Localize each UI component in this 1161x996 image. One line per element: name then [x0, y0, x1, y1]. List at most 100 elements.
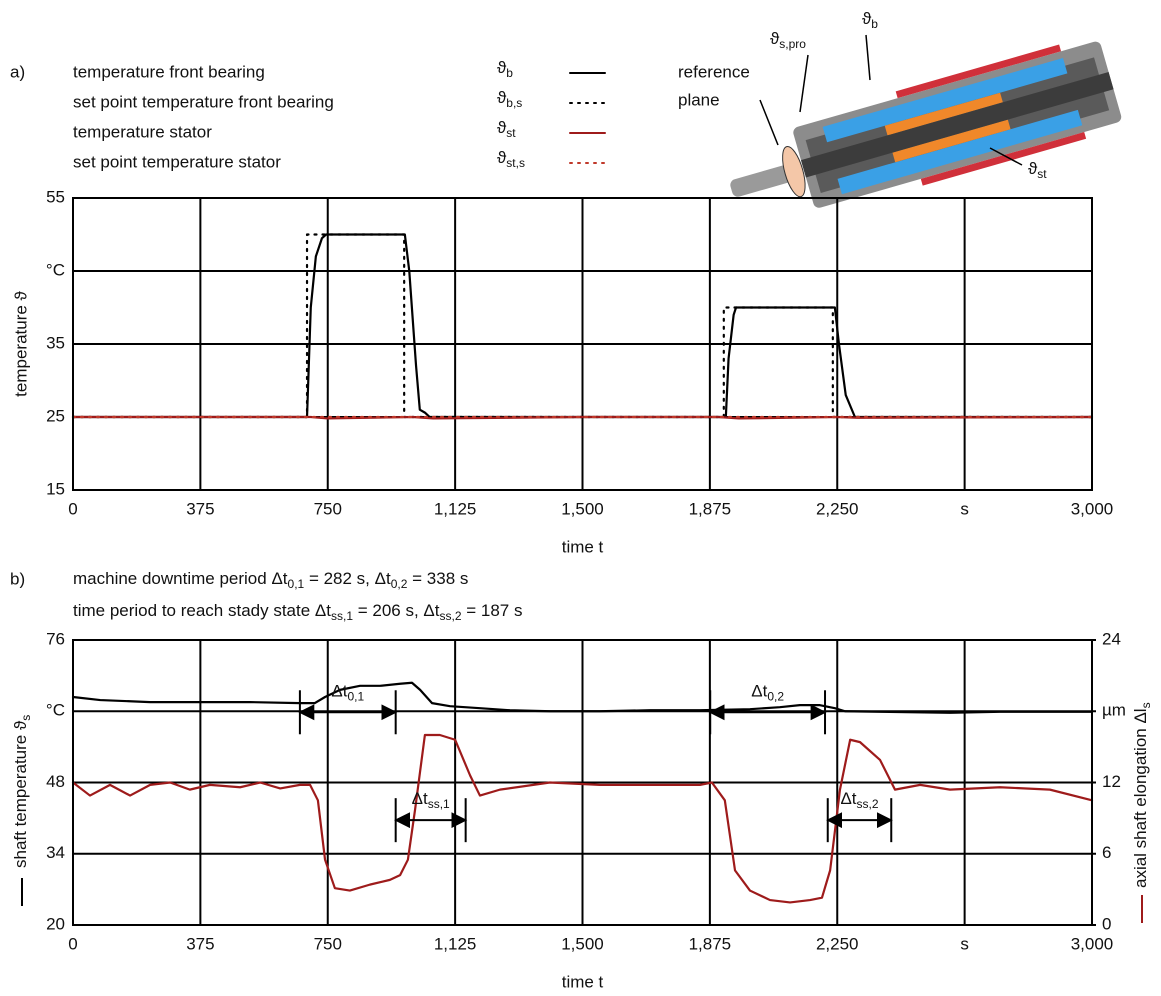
subscript: b,s	[506, 96, 522, 110]
illustration-label: reference	[678, 62, 750, 81]
leader-line	[989, 147, 1023, 166]
legend-label: temperature stator	[73, 122, 212, 141]
text-part: ϑ	[862, 9, 872, 28]
text-part: ϑ	[1028, 159, 1038, 178]
x-tick-label: s	[960, 934, 969, 953]
data-line	[71, 733, 1094, 904]
x-tick-label: 3,000	[1071, 499, 1114, 518]
x-tick-label: 0	[68, 934, 77, 953]
leader-line	[759, 99, 779, 146]
stator-top	[884, 92, 1003, 136]
legend-symbol: ϑb,s	[497, 88, 522, 110]
x-tick-label: 375	[186, 499, 214, 518]
x-axis-label: time t	[562, 537, 604, 556]
x-tick-label: 1,125	[434, 499, 477, 518]
subscript: s	[1139, 702, 1153, 708]
stator-bottom	[892, 119, 1011, 163]
spindle-illustration	[730, 41, 1122, 208]
text-part: ϑ	[497, 58, 507, 77]
illustration-label: ϑb	[862, 9, 878, 31]
subscript: st	[1037, 167, 1047, 181]
illustration-label: plane	[678, 90, 720, 109]
x-tick-label: 750	[314, 934, 342, 953]
text-part: = 187 s	[462, 601, 523, 620]
y2-tick-label: µm	[1102, 701, 1126, 720]
plot-frame	[72, 197, 1093, 491]
subscript: s,pro	[779, 37, 806, 51]
y-tick-label: 55	[46, 187, 65, 206]
y2-tick-label: 6	[1102, 843, 1111, 862]
panel-label: b)	[10, 569, 25, 588]
subscript: ss,1	[428, 797, 450, 811]
subscript: b	[871, 17, 878, 31]
subtitle: machine downtime period Δt0,1 = 282 s, Δ…	[73, 569, 468, 591]
reference-plane	[782, 145, 806, 198]
y2-tick-label: 24	[1102, 629, 1121, 648]
subscript: 0,1	[347, 689, 364, 703]
x-tick-label: 2,250	[816, 499, 859, 518]
y2-tick-label: 12	[1102, 772, 1121, 791]
text-part: Δt	[412, 790, 428, 809]
y2-tick-label: 0	[1102, 914, 1111, 933]
text-part: = 338 s	[407, 569, 468, 588]
subtitle: time period to reach stady state Δtss,1 …	[73, 601, 522, 623]
legend-label: set point temperature front bearing	[73, 92, 334, 111]
y2-axis-label: axial shaft elongation Δls	[1131, 702, 1153, 888]
text-part: machine downtime period Δt	[73, 569, 288, 588]
text-part: = 282 s, Δt	[304, 569, 391, 588]
text-part: time period to reach stady state Δt	[73, 601, 331, 620]
legend-symbol: ϑst	[497, 118, 516, 140]
text-part: Δt	[751, 682, 767, 701]
subscript: 0,2	[391, 577, 408, 591]
subscript: st	[506, 126, 516, 140]
annotation-label: Δtss,1	[412, 790, 450, 812]
bearing-top	[822, 58, 1068, 143]
subscript: ss,1	[331, 609, 353, 623]
y-tick-label: 76	[46, 629, 65, 648]
subscript: s	[19, 715, 33, 721]
text-part: ϑ	[497, 148, 507, 167]
subscript: 0,1	[288, 577, 305, 591]
leader-line	[799, 54, 809, 113]
annotation-label: Δtss,2	[840, 790, 878, 812]
shaft	[730, 162, 800, 197]
text-part: = 206 s, Δt	[353, 601, 440, 620]
y-tick-label: 48	[46, 772, 65, 791]
cooling-bottom	[920, 132, 1087, 186]
x-tick-label: 1,125	[434, 934, 477, 953]
rotor	[800, 71, 1114, 178]
x-tick-label: 1,875	[689, 499, 732, 518]
legend-label: temperature front bearing	[73, 62, 265, 81]
x-tick-label: 1,500	[561, 499, 604, 518]
text-part: ϑ	[497, 118, 507, 137]
x-tick-label: 1,500	[561, 934, 604, 953]
subscript: 0,2	[767, 689, 784, 703]
y-axis-label: temperature ϑ	[11, 290, 30, 396]
text-part: ϑ	[497, 88, 507, 107]
x-tick-label: 1,875	[689, 934, 732, 953]
y-tick-label: °C	[46, 260, 65, 279]
x-tick-label: s	[960, 499, 969, 518]
y-tick-label: 15	[46, 479, 65, 498]
bearing-bottom	[837, 109, 1083, 195]
annotation-label: Δt0,2	[751, 682, 784, 704]
illustration-label: ϑs,pro	[770, 29, 806, 51]
y-tick-label: 20	[46, 914, 65, 933]
legend-symbol: ϑst,s	[497, 148, 525, 170]
subscript: ss,2	[440, 609, 462, 623]
text-part: Δt	[840, 790, 856, 809]
panel-label: a)	[10, 62, 25, 81]
text-part: Δt	[331, 682, 347, 701]
subscript: ss,2	[857, 797, 879, 811]
x-tick-label: 375	[186, 934, 214, 953]
y-tick-label: 25	[46, 406, 65, 425]
x-tick-label: 0	[68, 499, 77, 518]
y-tick-label: 35	[46, 333, 65, 352]
text-part: shaft temperature ϑ	[11, 720, 30, 868]
leader-line	[865, 34, 871, 81]
x-tick-label: 3,000	[1071, 934, 1114, 953]
y-tick-label: 34	[46, 843, 65, 862]
x-axis-label: time t	[562, 972, 604, 991]
annotation-label: Δt0,1	[331, 682, 364, 704]
